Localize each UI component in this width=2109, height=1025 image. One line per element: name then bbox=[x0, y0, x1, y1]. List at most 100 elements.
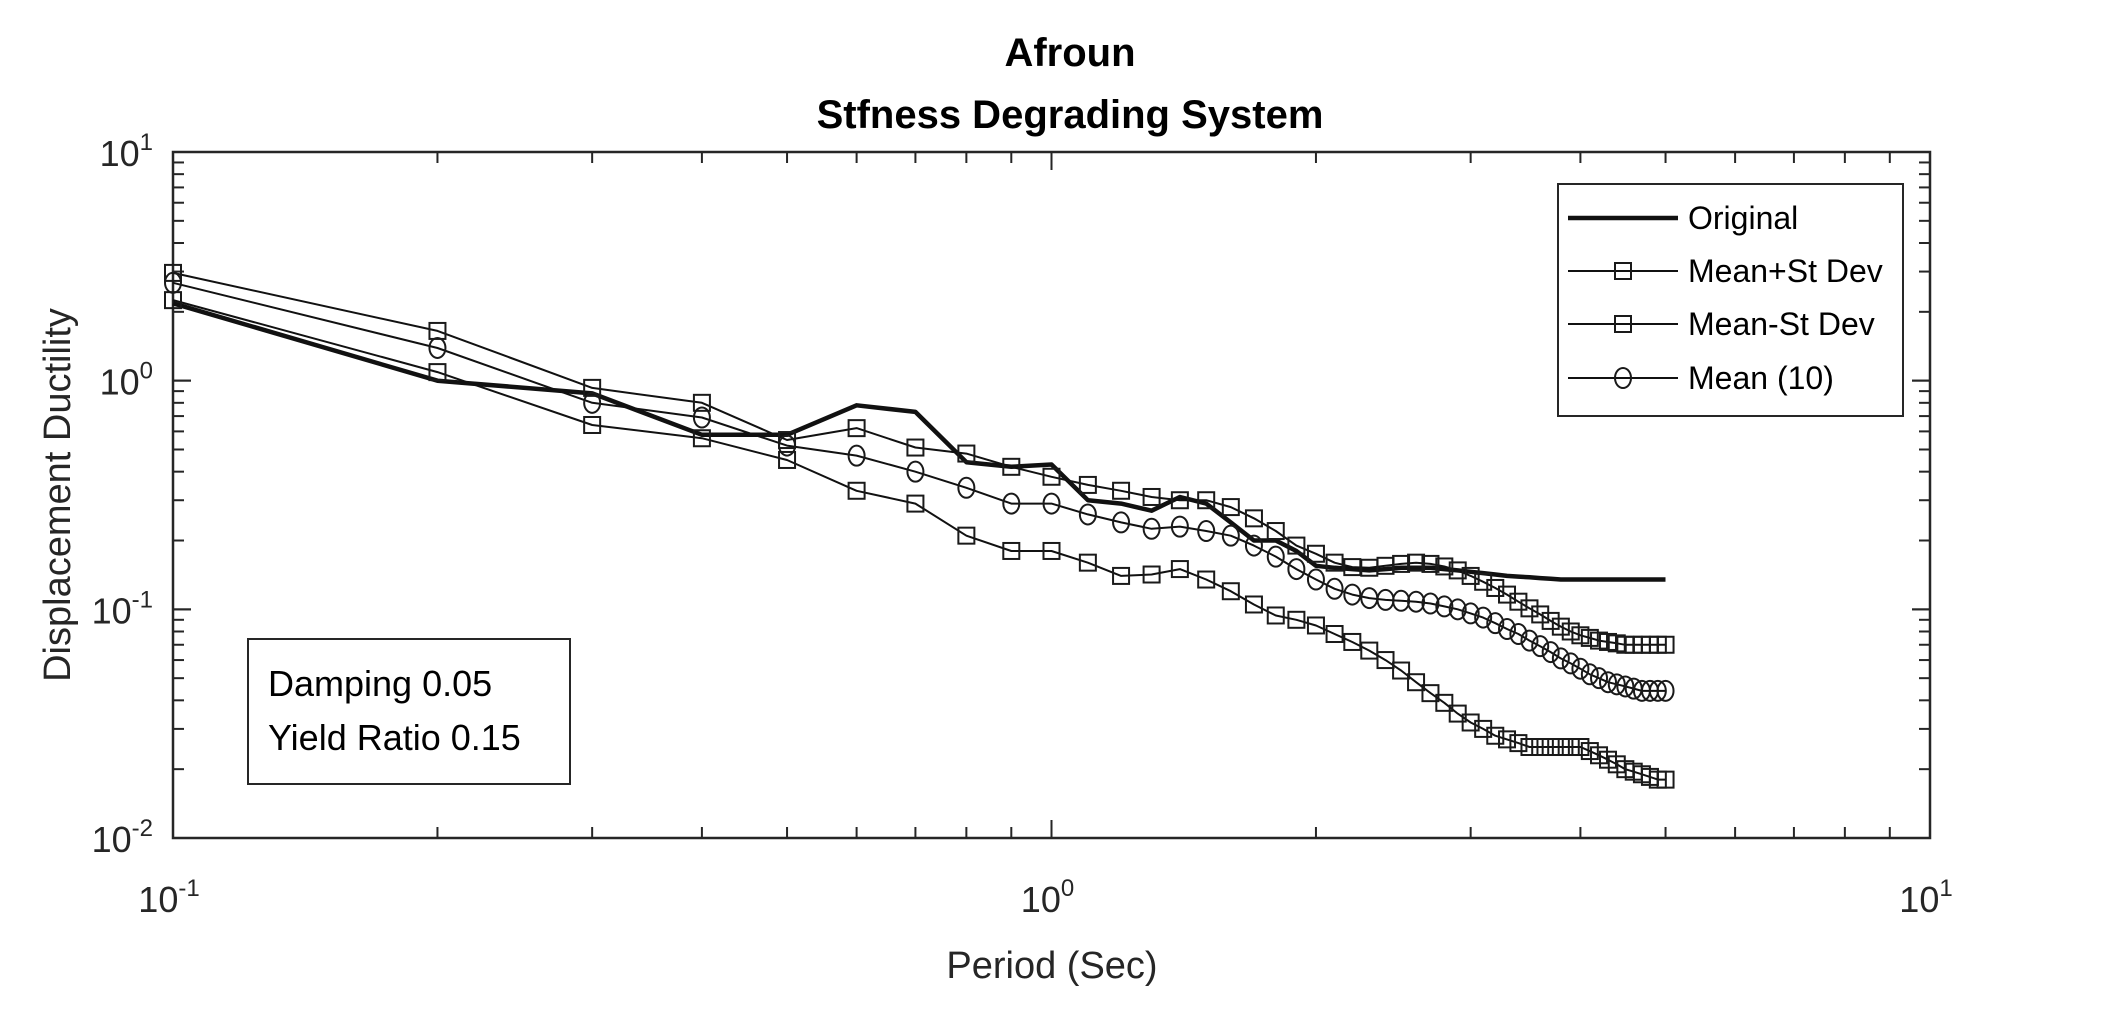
square-marker bbox=[1221, 498, 1240, 517]
circle-marker bbox=[1197, 520, 1216, 543]
square-marker bbox=[1142, 565, 1161, 584]
square-marker bbox=[1448, 561, 1467, 580]
annotation-box: Damping 0.05 Yield Ratio 0.15 bbox=[247, 638, 571, 785]
circle-marker bbox=[1078, 503, 1097, 526]
square-marker bbox=[1376, 651, 1395, 670]
circle-marker bbox=[1306, 568, 1325, 591]
square-marker bbox=[1221, 582, 1240, 601]
square-marker bbox=[1392, 661, 1411, 680]
circle-marker bbox=[1266, 545, 1285, 568]
circle-marker bbox=[1571, 657, 1590, 680]
x-axis-label: Period (Sec) bbox=[946, 945, 1157, 987]
legend-label: Original bbox=[1688, 200, 1798, 236]
circle-marker bbox=[1656, 679, 1675, 702]
square-marker bbox=[1461, 566, 1480, 585]
square-marker bbox=[1142, 487, 1161, 506]
circle-marker bbox=[1520, 629, 1539, 652]
chart-title: Afroun bbox=[1004, 31, 1135, 75]
square-marker bbox=[1571, 626, 1590, 645]
circle-marker bbox=[1599, 671, 1618, 694]
legend-square-marker bbox=[1614, 315, 1632, 333]
square-marker bbox=[847, 419, 866, 438]
square-marker bbox=[1551, 738, 1570, 757]
square-marker bbox=[1509, 734, 1528, 753]
square-marker bbox=[1486, 726, 1505, 745]
square-marker bbox=[1509, 592, 1528, 611]
square-marker bbox=[1170, 491, 1189, 510]
square-marker bbox=[1551, 617, 1570, 636]
circle-marker bbox=[1042, 492, 1061, 515]
square-marker bbox=[1421, 684, 1440, 703]
square-marker bbox=[692, 393, 711, 412]
square-marker bbox=[1287, 536, 1306, 555]
y-axis-label: Displacement Ductility bbox=[37, 308, 79, 682]
legend-square-marker bbox=[1614, 262, 1632, 280]
y-tick-label: 101 bbox=[100, 129, 153, 174]
square-marker bbox=[1392, 554, 1411, 573]
legend: Original Mean+St Dev Mean-St Dev Mean (10) bbox=[1557, 183, 1904, 417]
y-tick-label: 10-2 bbox=[92, 815, 153, 860]
circle-marker bbox=[1244, 534, 1263, 557]
circle-marker bbox=[906, 460, 925, 483]
circle-marker bbox=[1343, 583, 1362, 606]
circle-marker bbox=[1607, 673, 1626, 696]
square-marker bbox=[1520, 738, 1539, 757]
y-tick-label: 10-1 bbox=[92, 586, 153, 631]
circle-marker bbox=[1551, 647, 1570, 670]
circle-marker bbox=[1142, 517, 1161, 540]
square-marker bbox=[906, 494, 925, 513]
series-mean-10- bbox=[164, 271, 1675, 702]
series-mean-st-dev bbox=[164, 263, 1675, 654]
circle-marker bbox=[1509, 623, 1528, 646]
square-marker bbox=[1197, 491, 1216, 510]
square-marker bbox=[164, 263, 182, 282]
circle-marker bbox=[1421, 592, 1440, 615]
legend-label: Mean-St Dev bbox=[1688, 306, 1875, 342]
circle-marker bbox=[1498, 618, 1517, 641]
tick-labels: 10-1 100 101 10-2 10-1 100 101 bbox=[92, 129, 1953, 920]
circle-marker bbox=[957, 476, 976, 499]
axis-ticks bbox=[172, 151, 1931, 839]
square-marker bbox=[957, 526, 976, 545]
square-marker bbox=[1112, 566, 1131, 585]
square-marker bbox=[1042, 467, 1061, 486]
square-marker bbox=[1306, 616, 1325, 635]
circle-marker bbox=[1580, 663, 1599, 686]
square-marker bbox=[778, 431, 797, 450]
circle-marker bbox=[1448, 598, 1467, 621]
square-marker bbox=[1112, 481, 1131, 500]
square-marker bbox=[1656, 635, 1675, 654]
x-tick-label: 101 bbox=[1899, 875, 1952, 920]
square-marker bbox=[692, 429, 711, 448]
circle-marker bbox=[1170, 515, 1189, 538]
circle-marker bbox=[1531, 635, 1550, 658]
circle-marker bbox=[428, 336, 447, 359]
y-tick-label: 100 bbox=[100, 358, 153, 403]
square-marker bbox=[1571, 738, 1590, 757]
square-marker bbox=[1244, 509, 1263, 528]
annotation-frame bbox=[247, 638, 571, 785]
square-marker bbox=[428, 363, 447, 382]
square-marker bbox=[1474, 719, 1493, 738]
square-marker bbox=[1042, 541, 1061, 560]
square-marker bbox=[1541, 738, 1560, 757]
square-marker bbox=[1078, 475, 1097, 494]
x-tick-label: 10-1 bbox=[138, 875, 199, 920]
square-marker bbox=[1002, 457, 1021, 476]
square-marker bbox=[1435, 693, 1454, 712]
square-marker bbox=[1656, 770, 1675, 789]
square-marker bbox=[583, 415, 602, 434]
square-marker bbox=[1002, 541, 1021, 560]
circle-marker bbox=[1221, 524, 1240, 547]
square-marker bbox=[1486, 578, 1505, 597]
circle-marker bbox=[1325, 577, 1344, 600]
circle-marker bbox=[1287, 558, 1306, 581]
circle-marker bbox=[1407, 590, 1426, 613]
square-marker bbox=[1360, 641, 1379, 660]
circle-marker bbox=[164, 271, 182, 294]
square-marker bbox=[1306, 544, 1325, 563]
square-marker bbox=[1474, 572, 1493, 591]
square-marker bbox=[1498, 730, 1517, 749]
circle-marker bbox=[1474, 606, 1493, 629]
circle-marker bbox=[692, 406, 711, 429]
